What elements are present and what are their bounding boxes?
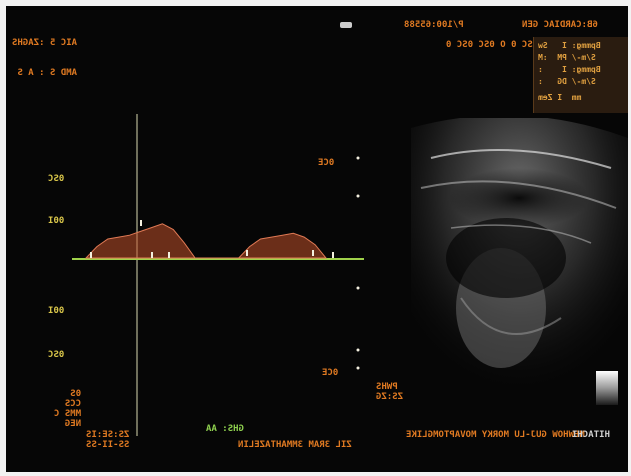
scale-dot xyxy=(356,366,360,370)
scale-label: 00I xyxy=(48,216,65,226)
right-scale-label: 0CE xyxy=(322,368,339,378)
scale-dot xyxy=(356,286,360,290)
top-center-marker xyxy=(340,22,352,28)
doppler-spike xyxy=(90,252,92,258)
right-scale-label: 0CE xyxy=(318,158,335,168)
footer-time: ZS:SE:IS xyxy=(86,430,130,440)
scale-dot xyxy=(356,156,360,160)
scale-dot xyxy=(356,194,360,198)
manufacturer-text: HITACHI xyxy=(572,430,610,440)
patient-id: ZIL 3RAM 3MMAHTAZELIN xyxy=(238,440,352,450)
doppler-spike xyxy=(246,250,248,256)
doppler-spike xyxy=(332,252,334,258)
unit-text: NEG xyxy=(64,419,82,429)
doppler-spectrum xyxy=(72,114,364,436)
doppler-spike xyxy=(312,250,314,256)
unit-block: 0S CCS MMS C NEG xyxy=(54,389,81,429)
grayscale-bar xyxy=(596,371,618,405)
scale-dot xyxy=(356,348,360,352)
scale-label: 0SC xyxy=(48,350,65,360)
scale-label: 0SC xyxy=(48,174,65,184)
footer-date: SS-II-SS xyxy=(86,440,130,450)
doppler-spike xyxy=(168,252,170,258)
doppler-spike xyxy=(151,252,153,258)
hospital-name: NEWHOW GUJ-LU MORKY MOVAPTOMGLIKE xyxy=(406,430,585,440)
hr-label: PWHS xyxy=(376,382,398,392)
doppler-trace xyxy=(84,223,328,259)
prf-label: GHS: AA xyxy=(206,424,244,434)
unit-text: MMS C xyxy=(54,409,82,419)
hr-value: ZS:ZG xyxy=(376,392,404,402)
bmode-image xyxy=(411,118,628,418)
ultrasound-screen: AIC 5 :ZAGHS AMD S : A S P/100:65588 6B:… xyxy=(6,6,628,472)
unit-text: 0S xyxy=(70,389,82,399)
parameters-panel: Bpmmg: I Sw S/m-/ PM :M Bpmmg: I : S/m-/… xyxy=(533,37,628,113)
doppler-spike xyxy=(140,220,142,226)
scale-label: 00I xyxy=(48,306,65,316)
unit-text: CCS xyxy=(64,399,82,409)
